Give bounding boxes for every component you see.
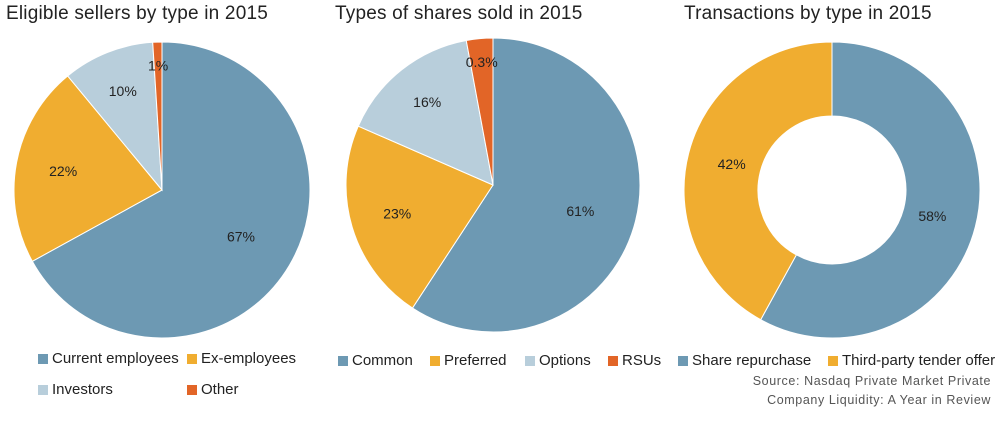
source-line-1: Source: Nasdaq Private Market Private xyxy=(752,374,991,388)
source-line-2: Company Liquidity: A Year in Review xyxy=(767,393,991,407)
data-label-share-repurchase: 58% xyxy=(918,208,946,224)
legend-item-investors: Investors xyxy=(38,381,113,398)
legend-label: Current employees xyxy=(52,350,179,367)
pie-slice-third-party-tender-offer xyxy=(683,41,833,321)
chart-title: Transactions by type in 2015 xyxy=(684,3,932,24)
legend-item-other: Other xyxy=(187,381,239,398)
legend-item-common: Common xyxy=(338,352,413,369)
data-label-preferred: 23% xyxy=(383,206,411,222)
legend-label: Third-party tender offer xyxy=(842,352,995,369)
legend-label: Investors xyxy=(52,381,113,398)
legend-item-options: Options xyxy=(525,352,591,369)
legend-swatch xyxy=(525,355,535,366)
legend-item-preferred: Preferred xyxy=(430,352,507,369)
pie-slice-investors xyxy=(66,41,163,192)
donut-chart: 58% 42% xyxy=(683,41,981,339)
source-note: Source: Nasdaq Private Market Private Co… xyxy=(753,372,991,410)
chart-transactions-by-type: Transactions by type in 2015 58% 42% Shar… xyxy=(665,0,995,423)
legend-label: RSUs xyxy=(622,352,662,369)
legend-swatch xyxy=(187,353,197,364)
legend-item-rsus: RSUs xyxy=(608,352,661,369)
data-label-common: 61% xyxy=(566,203,594,219)
legend-label: Common xyxy=(352,352,413,369)
pie-slice-preferred xyxy=(345,125,494,309)
pie-slice-ex-employees xyxy=(13,75,163,262)
pie-slice-share-repurchase xyxy=(760,41,981,339)
legend-swatch xyxy=(678,355,688,366)
legend-label: Other xyxy=(201,381,239,398)
chart-title: Eligible sellers by type in 2015 xyxy=(6,3,268,24)
legend-swatch xyxy=(38,384,48,395)
legend-label: Share repurchase xyxy=(692,352,812,369)
pie-chart: 61% 23% 16% 0.3% xyxy=(345,37,641,333)
pie-slice-other xyxy=(152,41,163,191)
data-label-ex-employees: 22% xyxy=(49,163,77,179)
chart-title: Types of shares sold in 2015 xyxy=(335,3,583,24)
data-label-rsus: 0.3% xyxy=(466,54,498,70)
legend-swatch xyxy=(187,384,197,395)
legend-swatch xyxy=(338,355,348,366)
chart-types-of-shares: Types of shares sold in 2015 61% 23% 16% 0.… xyxy=(330,0,665,423)
legend-swatch xyxy=(430,355,440,366)
legend-item-current-employees: Current employees xyxy=(38,350,179,367)
legend-label: Ex-employees xyxy=(201,350,297,367)
data-label-other: 1% xyxy=(148,58,168,74)
legend-swatch xyxy=(608,355,618,366)
legend-label: Options xyxy=(539,352,591,369)
pie-chart: 67% 22% 10% 1% xyxy=(13,41,311,339)
data-label-investors: 10% xyxy=(109,83,137,99)
legend-swatch xyxy=(828,355,838,366)
pie-slice-options xyxy=(357,39,494,186)
legend-item-third-party-tender-offer: Third-party tender offer xyxy=(828,352,995,369)
chart-eligible-sellers: Eligible sellers by type in 2015 67% 22% 1… xyxy=(0,0,330,423)
pie-slice-rsus xyxy=(465,37,494,186)
data-label-options: 16% xyxy=(413,94,441,110)
pie-slice-common xyxy=(411,37,641,333)
data-label-third-party-tender-offer: 42% xyxy=(718,156,746,172)
legend-item-ex-employees: Ex-employees xyxy=(187,350,296,367)
legend-swatch xyxy=(38,353,48,364)
legend-label: Preferred xyxy=(444,352,507,369)
data-label-current-employees: 67% xyxy=(227,229,255,245)
pie-slice-current-employees xyxy=(31,41,311,339)
legend-item-share-repurchase: Share repurchase xyxy=(678,352,811,369)
